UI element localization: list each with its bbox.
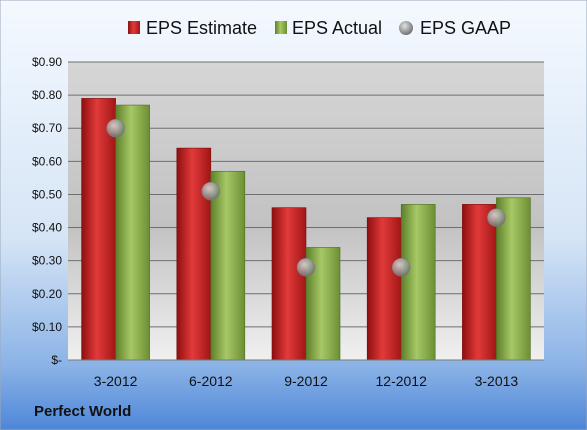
marker-eps-gaap bbox=[106, 118, 125, 138]
legend: EPS Estimate EPS Actual EPS GAAP bbox=[128, 18, 511, 38]
x-tick-label: 9-2012 bbox=[284, 373, 328, 389]
legend-swatch-eps-gaap bbox=[399, 21, 413, 35]
bar-eps-estimate bbox=[176, 147, 212, 361]
y-tick-label: $0.70 bbox=[32, 121, 62, 135]
y-tick-label: $0.10 bbox=[32, 320, 62, 334]
legend-label-eps-estimate: EPS Estimate bbox=[146, 18, 257, 38]
bar-eps-estimate bbox=[81, 98, 116, 361]
x-tick-label: 3-2012 bbox=[94, 373, 138, 389]
bar-eps-estimate bbox=[366, 217, 402, 361]
marker-eps-gaap bbox=[201, 181, 221, 201]
bar-eps-estimate bbox=[462, 204, 497, 361]
legend-swatch-eps-actual bbox=[275, 21, 287, 34]
y-axis-ticks: $- $0.10 $0.20 $0.30 $0.40 $0.50 $0.60 $0.70 $0.… bbox=[32, 55, 62, 367]
marker-eps-gaap bbox=[391, 258, 411, 277]
x-axis-ticks: 3-2012 6-2012 9-2012 12-2012 3-2013 bbox=[94, 373, 519, 389]
marker-eps-gaap bbox=[487, 208, 506, 227]
y-tick-label: $0.50 bbox=[32, 187, 62, 201]
x-tick-label: 6-2012 bbox=[189, 373, 233, 389]
company-name: Perfect World bbox=[34, 403, 131, 420]
bar-eps-estimate bbox=[271, 207, 307, 361]
y-tick-label: $0.60 bbox=[32, 154, 62, 168]
legend-swatch-eps-estimate bbox=[128, 21, 140, 34]
legend-item-eps-actual: EPS Actual bbox=[275, 18, 382, 38]
legend-label-eps-actual: EPS Actual bbox=[292, 18, 382, 38]
y-tick-label: $0.40 bbox=[32, 221, 62, 235]
bar-eps-actual bbox=[400, 204, 436, 361]
bar-eps-actual bbox=[210, 170, 246, 361]
y-tick-label: $0.20 bbox=[32, 287, 62, 301]
y-tick-label: $0.90 bbox=[32, 55, 62, 69]
y-tick-label: $0.80 bbox=[32, 88, 62, 102]
gaap-markers bbox=[106, 118, 506, 277]
y-tick-label: $0.30 bbox=[32, 254, 62, 268]
y-tick-label: $- bbox=[51, 353, 62, 367]
bar-eps-actual bbox=[115, 104, 150, 361]
x-tick-label: 12-2012 bbox=[376, 373, 428, 389]
bars bbox=[81, 98, 531, 361]
x-tick-label: 3-2013 bbox=[475, 373, 519, 389]
legend-item-eps-gaap: EPS GAAP bbox=[399, 18, 511, 38]
marker-eps-gaap bbox=[296, 258, 316, 277]
legend-label-eps-gaap: EPS GAAP bbox=[420, 18, 511, 38]
legend-item-eps-estimate: EPS Estimate bbox=[128, 18, 257, 38]
